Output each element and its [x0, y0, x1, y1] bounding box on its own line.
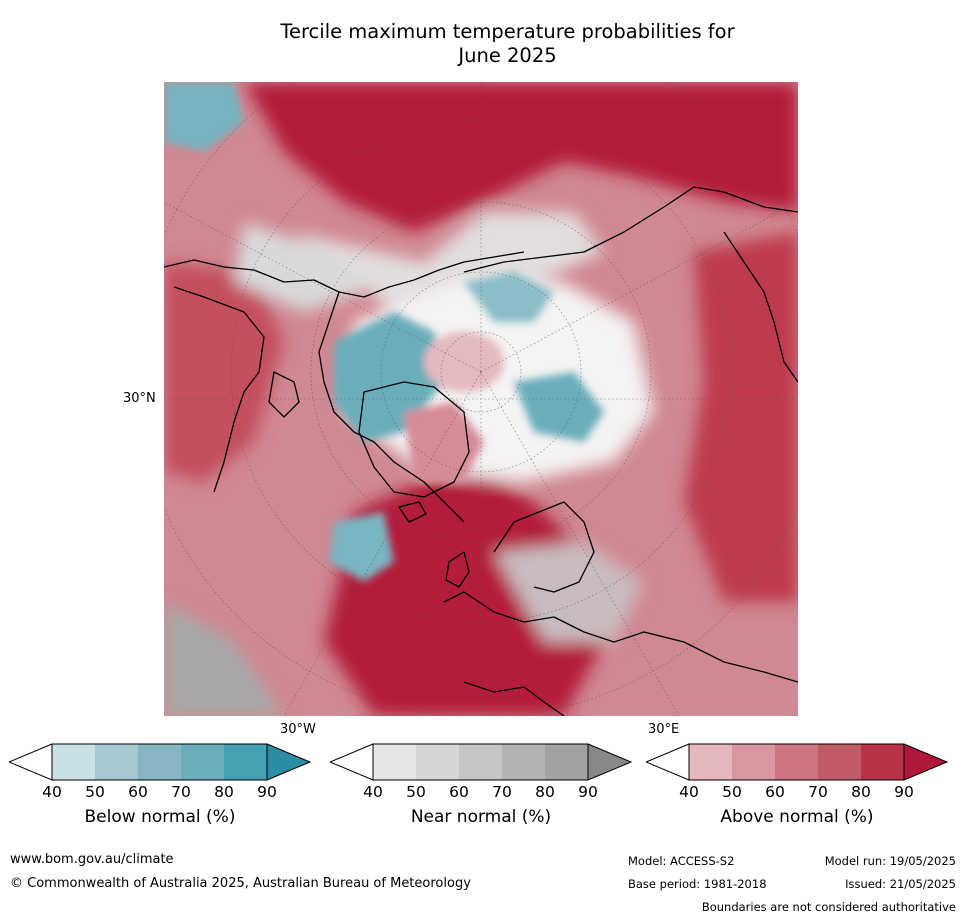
chart-title: Tercile maximum temperature probabilitie…	[200, 20, 815, 68]
colorbar-tick: 70	[808, 783, 828, 801]
longitude-label-30w: 30°W	[280, 722, 316, 737]
colorbar-tick: 80	[535, 783, 555, 801]
colorbar-above-label: Above normal (%)	[720, 807, 874, 827]
footer-model: Model: ACCESS-S2	[628, 854, 735, 868]
colorbar-tick: 40	[679, 783, 699, 801]
colorbar-tick: 70	[492, 783, 512, 801]
title-line-2: June 2025	[458, 44, 557, 67]
coastlines	[164, 186, 798, 716]
probability-map	[164, 82, 798, 716]
region-below-siberia	[514, 372, 604, 442]
graticule	[164, 82, 798, 716]
colorbar-tick: 50	[85, 783, 105, 801]
region-above-asia	[684, 232, 798, 602]
colorbar-tick: 40	[363, 783, 383, 801]
region-near-europe	[494, 542, 644, 642]
coastline-iceland	[398, 501, 427, 523]
colorbar-tick: 40	[42, 783, 62, 801]
region-above-pole	[424, 332, 504, 392]
title-line-1: Tercile maximum temperature probabilitie…	[280, 20, 735, 43]
colorbar-tick: 90	[578, 783, 598, 801]
latitude-circle-70	[380, 271, 582, 473]
coastline-hudson-bay	[268, 371, 300, 418]
colorbar-tick: 90	[257, 783, 277, 801]
region-above-atlantic	[324, 462, 604, 716]
region-above-america	[164, 262, 284, 482]
region-below-northwest	[164, 82, 244, 152]
colorbar-near-svg	[330, 743, 632, 781]
longitude-label-30e: 30°E	[648, 722, 680, 737]
footer-base-period: Base period: 1981-2018	[628, 877, 767, 891]
colorbar-tick: 80	[214, 783, 234, 801]
region-near-corner	[164, 602, 284, 716]
latitude-circle-80	[440, 331, 522, 413]
colorbar-tick: 90	[894, 783, 914, 801]
footer-model-run: Model run: 19/05/2025	[824, 854, 956, 868]
colorbar-below-svg	[9, 743, 311, 781]
footer-issued: Issued: 21/05/2025	[845, 877, 956, 891]
region-near-pacific-east	[234, 222, 364, 312]
region-below-alaska-ne	[464, 272, 554, 322]
probability-field	[164, 82, 798, 716]
colorbar-tick: 60	[765, 783, 785, 801]
region-below-atlantic	[329, 512, 394, 582]
colorbar-near-label: Near normal (%)	[410, 807, 552, 827]
coastline-east-asia	[723, 231, 798, 383]
footer-copyright: © Commonwealth of Australia 2025, Austra…	[10, 876, 471, 891]
colorbar-tick: 60	[128, 783, 148, 801]
coastline-scandinavia	[493, 501, 595, 593]
colorbar-tick: 50	[722, 783, 742, 801]
map-svg	[164, 82, 798, 716]
latitude-label-30n: 30°N	[123, 391, 156, 406]
region-light-pacific	[294, 212, 604, 312]
colorbar-tick: 70	[171, 783, 191, 801]
coastline-europe	[443, 591, 798, 716]
region-above-north	[244, 82, 798, 232]
footer-website: www.bom.gov.au/climate	[10, 852, 174, 867]
coastline-siberia	[463, 186, 798, 273]
colorbar-tick: 60	[449, 783, 469, 801]
footer-disclaimer: Boundaries are not considered authoritat…	[701, 900, 956, 914]
colorbar-tick: 80	[851, 783, 871, 801]
coastline-north-america	[164, 251, 525, 523]
colorbar-near-normal	[330, 743, 632, 781]
coastline-british-isles	[445, 551, 470, 588]
coastline-greenland	[358, 381, 470, 498]
colorbar-below-label: Below normal (%)	[84, 807, 236, 827]
colorbar-above-normal	[646, 743, 948, 781]
colorbar-below-normal	[9, 743, 311, 781]
colorbar-tick: 50	[406, 783, 426, 801]
colorbar-above-svg	[646, 743, 948, 781]
